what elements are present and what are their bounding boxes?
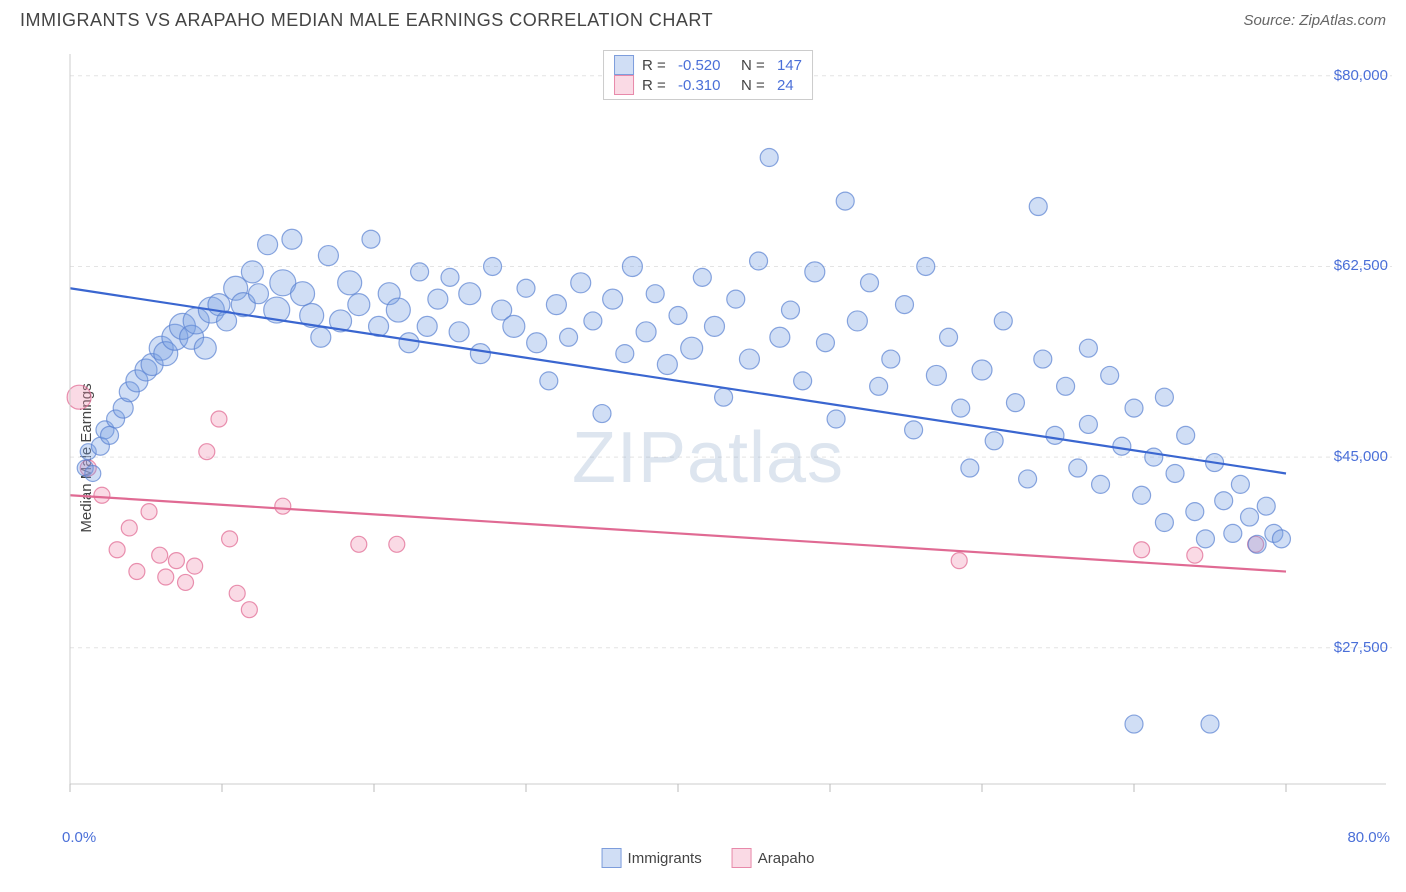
source-label: Source: ZipAtlas.com xyxy=(1243,12,1386,29)
chart-area: Median Male Earnings ZIPatlas R = -0.520… xyxy=(20,44,1396,872)
y-tick-label: $62,500 xyxy=(1334,257,1388,274)
immigrants-n: 147 xyxy=(777,57,802,74)
immigrants-swatch xyxy=(614,55,634,75)
arapaho-r: -0.310 xyxy=(678,77,721,94)
scatter-plot xyxy=(60,44,1396,844)
stats-box: R = -0.520 N = 147 R = -0.310 N = 24 xyxy=(603,50,813,100)
immigrants-swatch-icon xyxy=(602,848,622,868)
stats-row-arapaho: R = -0.310 N = 24 xyxy=(614,75,802,95)
legend-immigrants-label: Immigrants xyxy=(628,850,702,867)
arapaho-swatch-icon xyxy=(732,848,752,868)
stats-row-immigrants: R = -0.520 N = 147 xyxy=(614,55,802,75)
arapaho-n: 24 xyxy=(777,77,794,94)
legend-immigrants: Immigrants xyxy=(602,848,702,868)
legend-arapaho-label: Arapaho xyxy=(758,850,815,867)
y-tick-label: $27,500 xyxy=(1334,639,1388,656)
x-max-label: 80.0% xyxy=(1347,829,1390,846)
legend: Immigrants Arapaho xyxy=(602,848,815,868)
legend-arapaho: Arapaho xyxy=(732,848,815,868)
y-tick-label: $45,000 xyxy=(1334,448,1388,465)
immigrants-r: -0.520 xyxy=(678,57,721,74)
arapaho-swatch xyxy=(614,75,634,95)
chart-title: IMMIGRANTS VS ARAPAHO MEDIAN MALE EARNIN… xyxy=(20,10,713,31)
y-tick-label: $80,000 xyxy=(1334,67,1388,84)
x-min-label: 0.0% xyxy=(62,829,96,846)
